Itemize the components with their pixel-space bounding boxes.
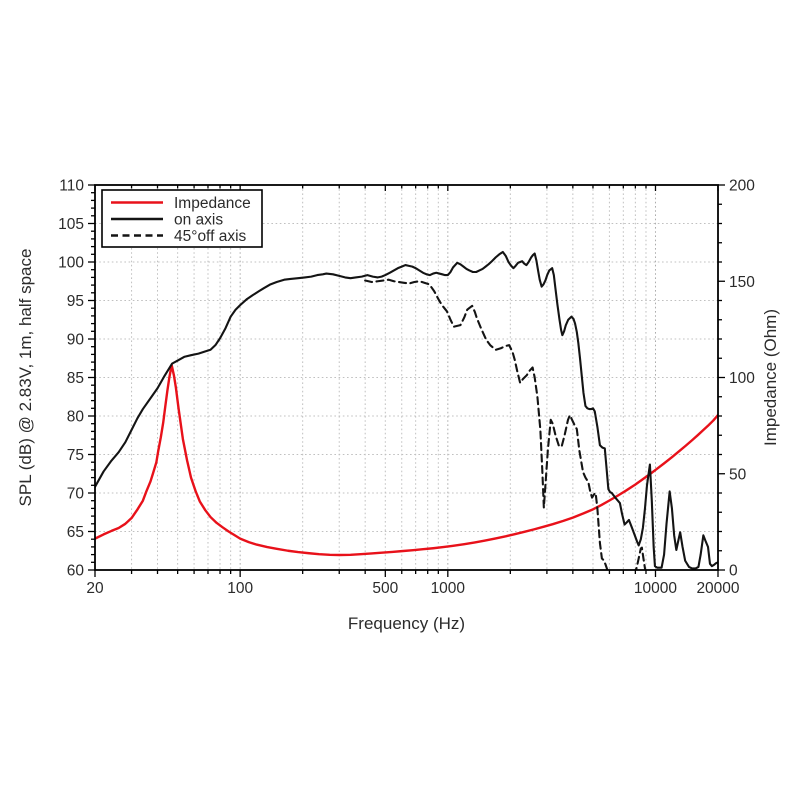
y-left-tick-label: 75 [67, 447, 84, 464]
y-left-tick-label: 110 [59, 178, 84, 195]
legend-label: on axis [174, 212, 223, 229]
tick-labels: 20 100 500 1000 10000 20000606570758085909510… [58, 178, 755, 598]
y-left-tick-label: 70 [67, 486, 85, 503]
x-axis-label: Frequency (Hz) [348, 614, 465, 633]
x-tick-label: 20 [86, 580, 104, 597]
y-right-axis-label: Impedance (Ohm) [761, 309, 780, 446]
curve-impedance [95, 363, 718, 557]
y-left-axis-label: SPL (dB) @ 2.83V, 1m, half space [16, 249, 35, 507]
y-left-tick-label: 95 [67, 293, 84, 310]
gridlines [95, 185, 718, 570]
y-right-tick-label: 150 [729, 274, 755, 291]
y-right-tick-label: 200 [729, 178, 755, 195]
x-tick-label: 20000 [696, 580, 739, 597]
y-right-tick-label: 0 [729, 563, 738, 580]
y-right-tick-label: 50 [729, 466, 747, 483]
x-tick-label: 500 [372, 580, 398, 597]
legend-label: Impedance [174, 195, 251, 212]
y-left-tick-label: 90 [67, 332, 85, 349]
x-tick-label: 10000 [634, 580, 677, 597]
axis-ticks [88, 184, 725, 577]
y-left-tick-label: 80 [67, 409, 85, 426]
legend-label: 45°off axis [174, 228, 247, 245]
x-tick-label: 100 [227, 580, 253, 597]
curve-45-off-axis [364, 278, 647, 570]
y-right-tick-label: 100 [729, 370, 755, 387]
y-left-tick-label: 60 [67, 563, 85, 580]
y-left-tick-label: 105 [58, 216, 84, 233]
y-left-tick-label: 85 [67, 370, 84, 387]
curves [95, 250, 718, 570]
x-tick-label: 1000 [431, 580, 466, 597]
y-left-tick-label: 65 [67, 524, 84, 541]
y-left-tick-label: 100 [58, 255, 84, 272]
curve-on-axis [95, 250, 718, 570]
